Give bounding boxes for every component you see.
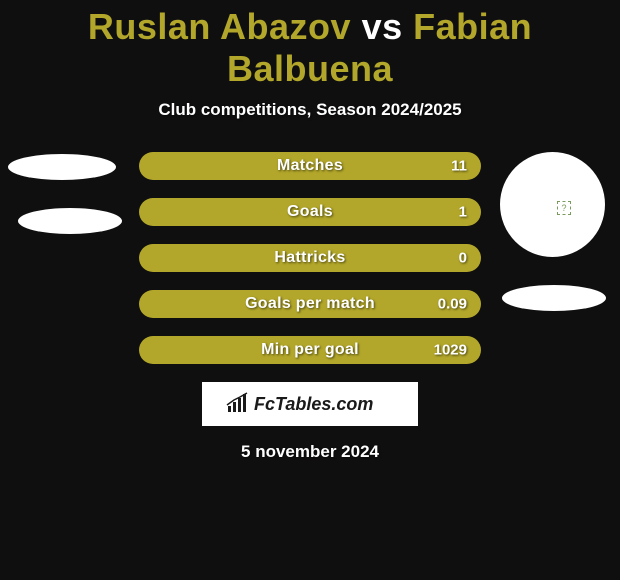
right-ellipse bbox=[502, 285, 606, 311]
stat-label: Min per goal bbox=[261, 341, 359, 359]
stat-label: Matches bbox=[277, 157, 343, 175]
stat-value: 1 bbox=[459, 204, 467, 221]
brand-logo: FcTables.com bbox=[220, 390, 400, 418]
title-player1: Ruslan Abazov bbox=[88, 6, 351, 47]
date-line: 5 november 2024 bbox=[0, 442, 620, 462]
stat-bar-goals-per-match: Goals per match 0.09 bbox=[139, 290, 481, 318]
stat-label: Goals bbox=[287, 203, 333, 221]
left-ellipse-1 bbox=[8, 154, 116, 180]
subtitle: Club competitions, Season 2024/2025 bbox=[0, 100, 620, 120]
stat-bar-matches: Matches 11 bbox=[139, 152, 481, 180]
stat-bar-min-per-goal: Min per goal 1029 bbox=[139, 336, 481, 364]
stat-value: 11 bbox=[451, 158, 467, 175]
stat-value: 0.09 bbox=[438, 296, 467, 313]
left-player-column bbox=[8, 148, 128, 234]
stat-value: 0 bbox=[459, 250, 467, 267]
stat-value: 1029 bbox=[434, 342, 467, 359]
comparison-content: ? Matches 11 Goals 1 Hattricks 0 Goals p… bbox=[0, 148, 620, 462]
image-placeholder-icon: ? bbox=[557, 201, 571, 215]
stat-label: Hattricks bbox=[274, 249, 345, 267]
stat-bar-goals: Goals 1 bbox=[139, 198, 481, 226]
right-avatar-circle: ? bbox=[500, 152, 605, 257]
stat-label: Goals per match bbox=[245, 295, 375, 313]
stat-bar-hattricks: Hattricks 0 bbox=[139, 244, 481, 272]
brand-box: FcTables.com bbox=[202, 382, 418, 426]
stat-bars: Matches 11 Goals 1 Hattricks 0 Goals per… bbox=[139, 148, 481, 364]
bar-chart-icon bbox=[227, 393, 247, 412]
right-player-column: ? bbox=[492, 148, 612, 311]
left-ellipse-2 bbox=[18, 208, 122, 234]
page-title: Ruslan Abazov vs Fabian Balbuena bbox=[0, 0, 620, 90]
brand-text: FcTables.com bbox=[254, 394, 373, 414]
title-vs: vs bbox=[351, 6, 413, 47]
